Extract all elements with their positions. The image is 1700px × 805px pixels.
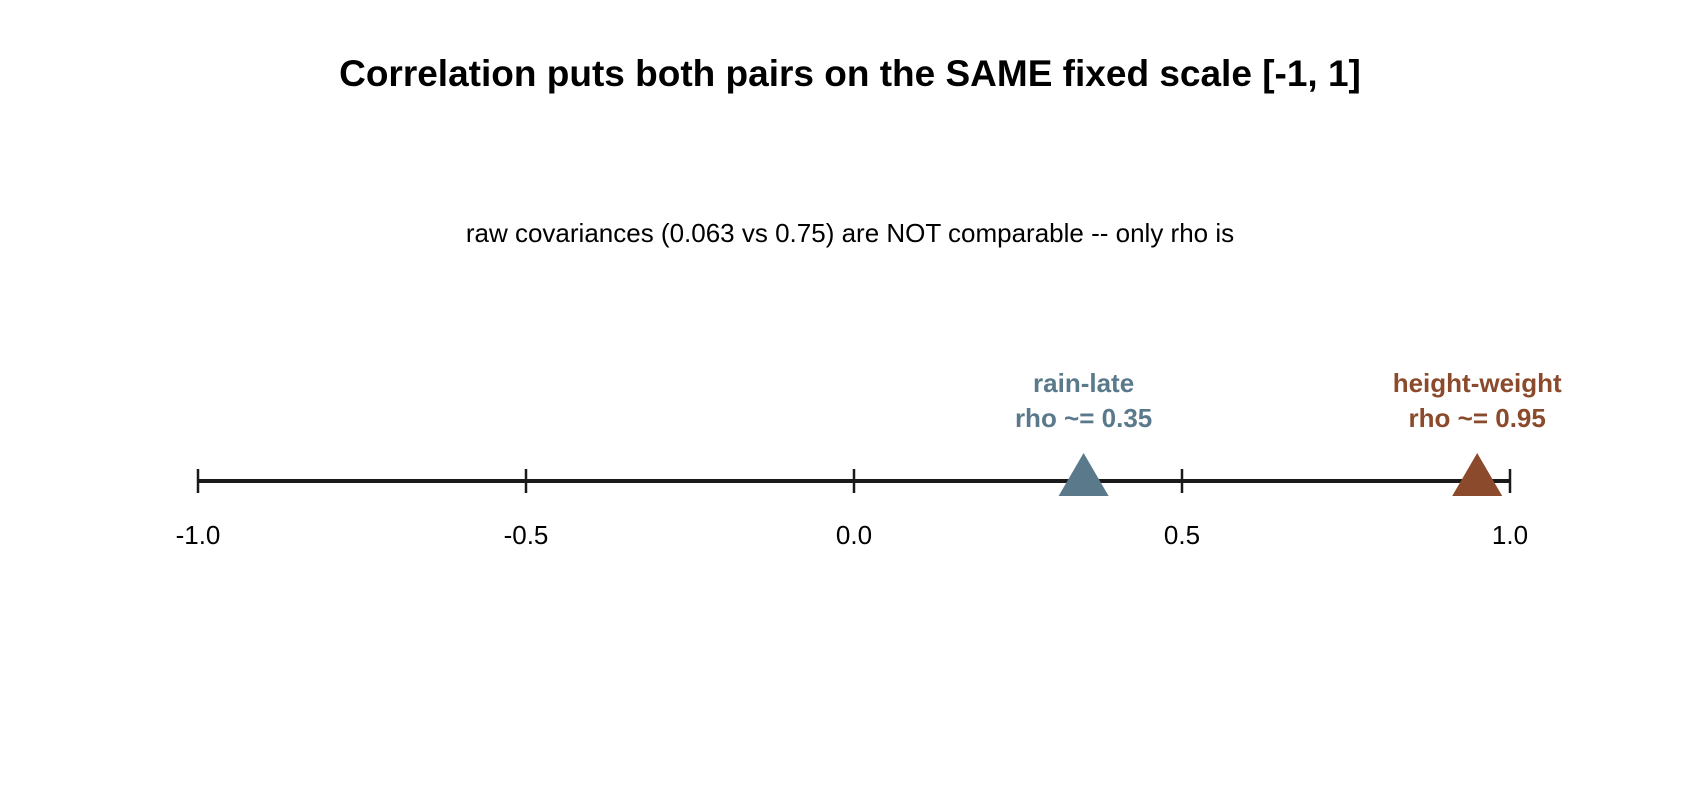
tick-label: 0.0 (836, 520, 872, 550)
number-line-axis: -1.0 -0.5 0.0 0.5 1.0 (176, 469, 1528, 550)
triangle-marker (1452, 453, 1503, 496)
marker-name-label: rain-late (1033, 368, 1134, 398)
tick-label: 1.0 (1492, 520, 1528, 550)
marker-height-weight: height-weight rho ~= 0.95 (1393, 368, 1562, 496)
tick-label: -1.0 (176, 520, 221, 550)
marker-rain-late: rain-late rho ~= 0.35 (1015, 368, 1152, 496)
tick-label: 0.5 (1164, 520, 1200, 550)
marker-name-label: height-weight (1393, 368, 1562, 398)
marker-value-label: rho ~= 0.35 (1015, 403, 1152, 433)
tick-label: -0.5 (504, 520, 549, 550)
triangle-marker (1058, 453, 1109, 496)
chart-title: Correlation puts both pairs on the SAME … (339, 53, 1361, 94)
chart-subtitle: raw covariances (0.063 vs 0.75) are NOT … (466, 218, 1234, 248)
correlation-markers: rain-late rho ~= 0.35 height-weight rho ~= … (1015, 368, 1562, 496)
marker-value-label: rho ~= 0.95 (1409, 403, 1546, 433)
